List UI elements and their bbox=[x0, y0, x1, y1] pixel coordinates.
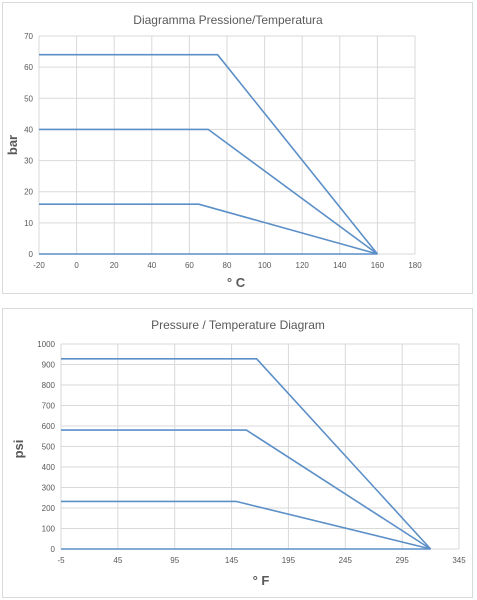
x-tick-label: 345 bbox=[452, 556, 466, 565]
series-line-2 bbox=[39, 128, 378, 255]
x-tick-label: 80 bbox=[223, 261, 232, 270]
series-line-1 bbox=[61, 357, 432, 550]
x-axis-label: ° C bbox=[227, 275, 246, 290]
chart-panel-celsius: Diagramma Pressione/Temperatura 0 10 20 30 4… bbox=[2, 2, 473, 294]
chart-title: Pressure / Temperature Diagram bbox=[151, 318, 325, 332]
x-tick-label: 100 bbox=[258, 261, 272, 270]
x-tick-label: 245 bbox=[339, 556, 353, 565]
y-tick-label: 400 bbox=[42, 463, 56, 472]
y-tick-label: 300 bbox=[42, 484, 56, 493]
x-tick-label: 120 bbox=[296, 261, 310, 270]
x-tick-label: 145 bbox=[225, 556, 239, 565]
x-tick-label: 140 bbox=[333, 261, 347, 270]
x-tick-label: 95 bbox=[170, 556, 179, 565]
y-tick-label: 200 bbox=[42, 504, 56, 513]
x-tick-label: 0 bbox=[74, 261, 79, 270]
y-tick-label: 20 bbox=[24, 188, 33, 197]
y-tick-label: 1000 bbox=[37, 340, 55, 349]
y-tick-label: 70 bbox=[24, 32, 33, 41]
y-tick-label: 40 bbox=[24, 125, 33, 134]
x-tick-label: 20 bbox=[110, 261, 119, 270]
chart-title: Diagramma Pressione/Temperatura bbox=[133, 13, 323, 27]
y-axis-label: psi bbox=[11, 440, 26, 459]
y-tick-label: 0 bbox=[29, 250, 34, 259]
series-line-3 bbox=[61, 500, 431, 550]
y-tick-label: 100 bbox=[42, 525, 56, 534]
y-tick-label: 0 bbox=[51, 545, 56, 554]
chart-panel-fahrenheit: Pressure / Temperature Diagram 0 100 200 30… bbox=[2, 308, 473, 598]
series-line-2 bbox=[61, 429, 432, 550]
x-tick-label: 295 bbox=[395, 556, 409, 565]
x-tick-label: 180 bbox=[408, 261, 422, 270]
x-tick-label: -20 bbox=[33, 261, 45, 270]
y-tick-label: 600 bbox=[42, 422, 56, 431]
x-tick-label: 45 bbox=[113, 556, 122, 565]
chart-fahrenheit: Pressure / Temperature Diagram 0 100 200 30… bbox=[11, 318, 466, 588]
chart-celsius: Diagramma Pressione/Temperatura 0 10 20 30 4… bbox=[5, 13, 422, 290]
y-axis-label: bar bbox=[5, 135, 20, 155]
x-tick-label: 195 bbox=[282, 556, 296, 565]
y-tick-label: 60 bbox=[24, 63, 33, 72]
y-tick-label: 700 bbox=[42, 402, 56, 411]
y-tick-label: 10 bbox=[24, 219, 33, 228]
x-tick-label: 160 bbox=[371, 261, 385, 270]
y-tick-label: 50 bbox=[24, 94, 33, 103]
y-tick-label: 500 bbox=[42, 443, 56, 452]
x-tick-label: 60 bbox=[185, 261, 194, 270]
x-axis-label: ° F bbox=[253, 573, 270, 588]
series-line-1 bbox=[39, 53, 379, 255]
series-line-3 bbox=[39, 203, 378, 255]
y-tick-label: 30 bbox=[24, 157, 33, 166]
x-tick-label: 40 bbox=[147, 261, 156, 270]
y-tick-label: 800 bbox=[42, 381, 56, 390]
y-tick-label: 900 bbox=[42, 361, 56, 370]
x-tick-label: -5 bbox=[57, 556, 65, 565]
